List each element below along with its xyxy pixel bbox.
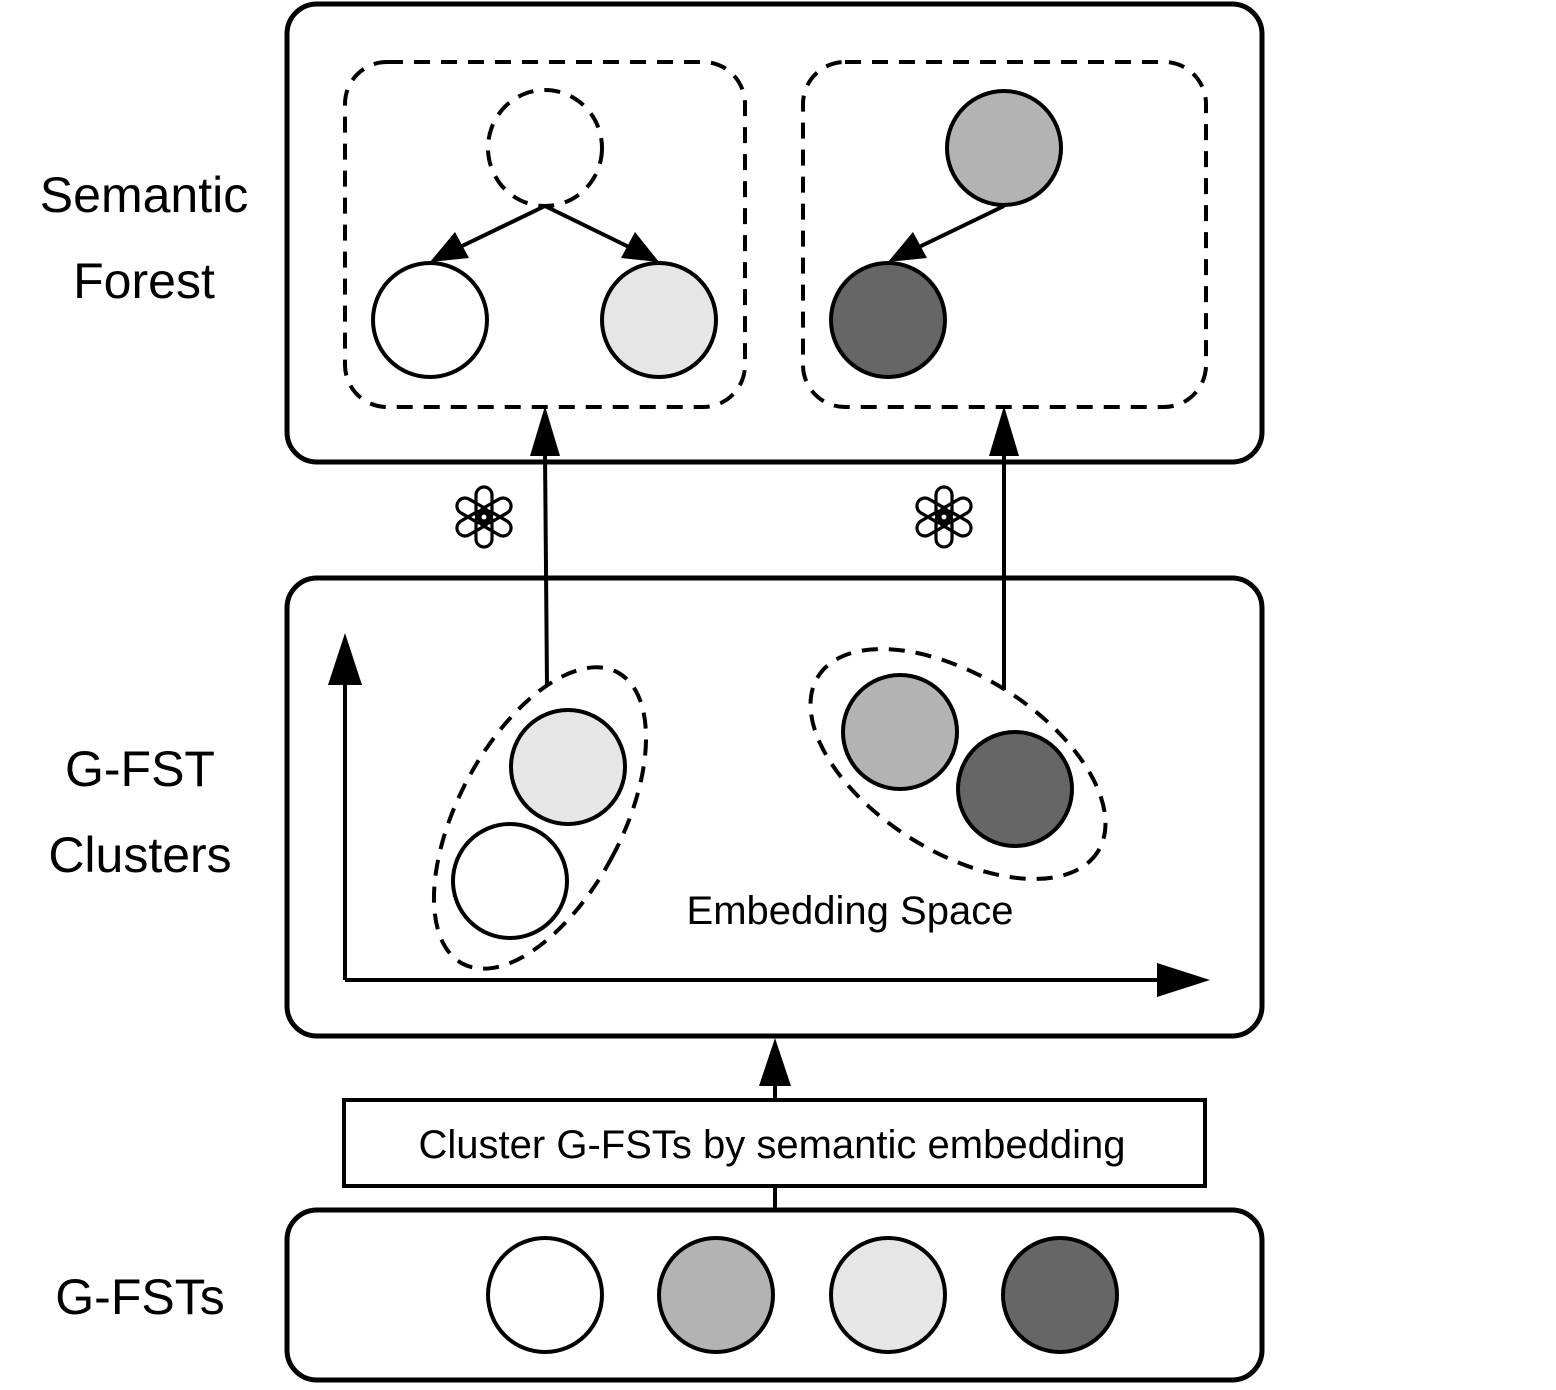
gfst-node-light-gray [829,1236,947,1354]
cluster-to-forest-arrow-left [543,451,549,687]
forest-node-mid-gray [945,89,1063,207]
forest-node-light-gray [600,261,718,379]
arrowhead [989,406,1019,456]
tree-group-right [801,60,1208,409]
cluster-step-label: Cluster G-FSTs by semantic embedding [419,1123,1126,1167]
embedding-space-label: Embedding Space [687,889,1014,933]
arrowhead [1157,963,1210,997]
arrowhead [530,406,560,456]
forest-node-dark-gray [829,261,947,379]
semantic-forest-panel [284,1,1265,465]
cluster-node-mid-gray [841,673,959,791]
semantic-forest-label-line1: Semantic [40,167,248,223]
tree-edge-left-b [544,204,632,250]
arrowhead [888,232,927,262]
arrowhead [621,232,659,262]
gfst-clusters-label-line2: Clusters [48,827,231,883]
gfst-clusters-label-line1: G-FST [65,741,215,797]
gfst-node-mid-gray [657,1236,775,1354]
cluster-node-dark-gray [956,730,1074,848]
semantic-forest-label-line2: Forest [73,253,215,309]
arrowhead [328,633,362,685]
gfsts-label: G-FSTs [55,1269,224,1325]
tree-edge-right [916,204,1005,250]
cluster-left [431,665,649,971]
arrowhead [430,232,469,262]
gfst-node-dark-gray [1001,1236,1119,1354]
arrowhead [759,1038,791,1086]
cluster-node-light-gray [509,708,627,826]
tree-edge-left-a [457,204,546,250]
forest-node-white [371,261,489,379]
openai-logo-icon [912,485,976,549]
gfst-clusters-panel [284,575,1265,1039]
gfst-node-white [486,1236,604,1354]
cluster-node-white [451,822,569,940]
openai-logo-icon [452,485,516,549]
